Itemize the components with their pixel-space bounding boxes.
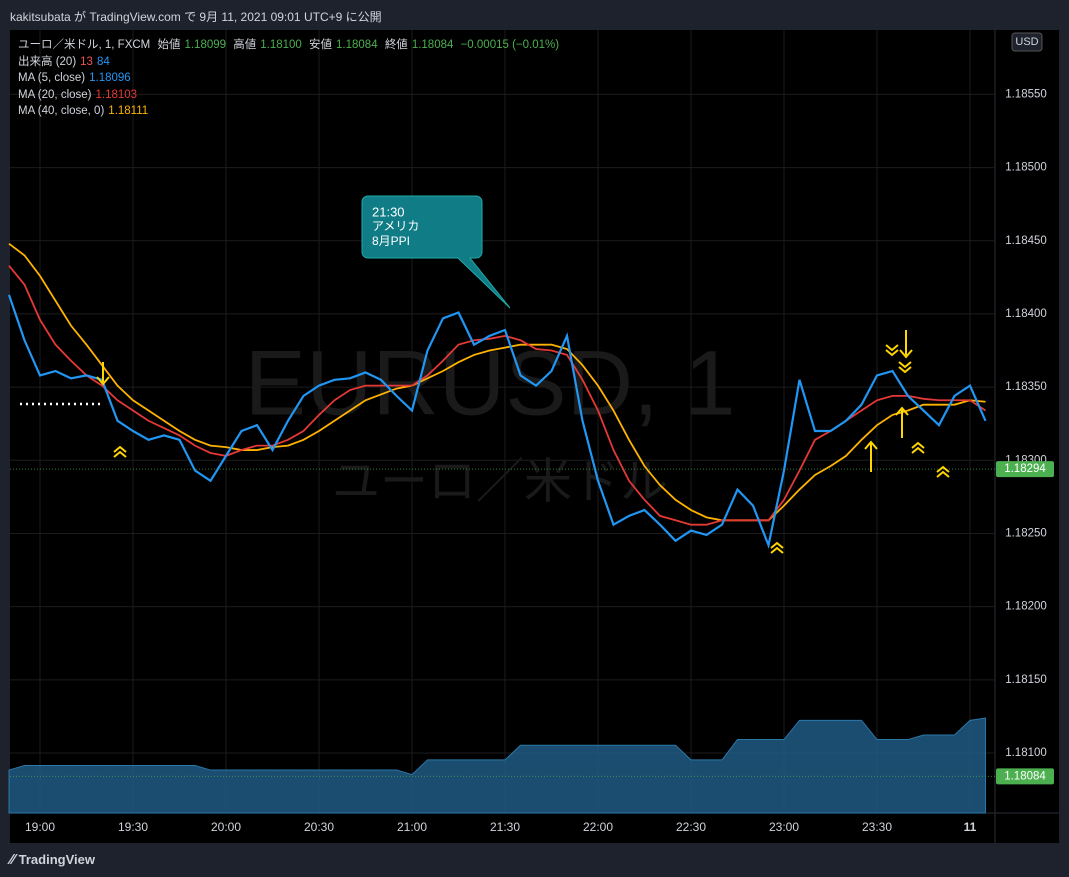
x-tick-label: 21:30 <box>490 820 520 834</box>
legend-row: MA (20, close) 1.18103 <box>18 87 563 104</box>
callout-text: 21:30 <box>372 204 405 219</box>
change: −0.00015 (−0.01%) <box>460 39 560 51</box>
signals <box>96 330 950 554</box>
price-tag-label: 1.18084 <box>1004 770 1046 782</box>
callout-text: 8月PPI <box>372 234 410 248</box>
indicator-value: 1.18096 <box>89 72 131 84</box>
indicator-name: 出来高 (20) <box>18 55 77 68</box>
ma-line <box>8 265 986 526</box>
y-tick-label: 1.18350 <box>1005 381 1047 393</box>
x-tick-label: 21:00 <box>397 820 427 834</box>
signal <box>96 362 110 386</box>
header: kakitsubata が TradingView.com で 9月 11, 2… <box>10 10 382 24</box>
symbol: ユーロ／米ドル, 1, FXCM <box>18 39 151 51</box>
y-tick-label: 1.18100 <box>1005 747 1047 759</box>
watermark: ユーロ／米ドル <box>332 456 668 509</box>
signal <box>770 541 784 554</box>
ohlc-label: 始値 <box>157 39 181 51</box>
ma-line <box>8 242 986 522</box>
indicator-value: 1.18103 <box>95 88 138 101</box>
y-tick-label: 1.18150 <box>1005 674 1047 686</box>
indicator-name: MA (5, close) <box>18 72 86 84</box>
price-tag-label: 1.18294 <box>1004 463 1046 475</box>
y-tick-label: 1.18500 <box>1005 162 1047 174</box>
signal <box>895 406 909 438</box>
y-tick-label: 1.18550 <box>1005 88 1047 100</box>
indicator-value: 84 <box>96 55 110 68</box>
volume-area <box>8 717 986 814</box>
ohlc-label: 安値 <box>309 39 333 51</box>
x-tick-label: 22:00 <box>583 820 613 834</box>
x-tick-label: 20:00 <box>211 820 241 834</box>
ma-line <box>7 294 987 550</box>
x-tick-label: 22:30 <box>676 820 706 834</box>
callout-text: アメリカ <box>372 219 419 233</box>
y-tick-label: 1.18250 <box>1005 527 1047 539</box>
indicator-name: MA (40, close, 0) <box>18 105 105 117</box>
indicator-name: MA (20, close) <box>18 88 92 101</box>
ohlc-label: 高値 <box>233 39 257 51</box>
y-tick-label: 1.18400 <box>1005 308 1047 320</box>
x-tick-label: 23:30 <box>862 820 892 834</box>
plot <box>7 242 995 814</box>
brand: TradingView <box>18 852 95 867</box>
ohlc-value: 1.18100 <box>260 39 302 51</box>
ohlc-label: 終値 <box>384 39 408 51</box>
watermark: EURUSD, 1 <box>245 332 736 434</box>
y-tick-label: 1.18450 <box>1005 235 1047 247</box>
signal <box>911 441 925 454</box>
signal <box>113 445 127 458</box>
signal <box>899 330 913 359</box>
x-tick-label: 23:00 <box>769 820 799 834</box>
price-tag <box>996 768 1054 785</box>
signal <box>864 440 878 472</box>
x-tick-label: 19:00 <box>25 820 55 834</box>
signal <box>898 361 912 374</box>
indicators: 出来高 (20) 13 84 MA (5, close) 1.18096 MA (20, … <box>18 54 563 120</box>
price-tag <box>996 461 1054 478</box>
legend-row: 出来高 (20) 13 84 <box>18 54 563 71</box>
legend-row: MA (5, close) 1.18096 <box>18 70 563 87</box>
x-tick-label: 19:30 <box>118 820 148 834</box>
signal <box>936 465 950 478</box>
indicator-value: 1.18111 <box>108 105 149 117</box>
legend-row: ユーロ／米ドル, 1, FXCM 始値 1.18099 高値 1.18100 安値 1… <box>18 37 563 54</box>
x-tick-label: 11 <box>964 820 977 834</box>
legend-row: MA (40, close, 0) 1.18111 <box>18 103 563 120</box>
currency-box <box>1011 32 1043 52</box>
callout-box <box>361 195 511 309</box>
grid <box>10 30 995 813</box>
currency: USD <box>1015 36 1038 48</box>
chart-bg <box>10 30 1059 843</box>
x-tick-label: 20:30 <box>304 820 334 834</box>
legend: ユーロ／米ドル, 1, FXCM 始値 1.18099 高値 1.18100 安値 1… <box>18 37 563 120</box>
footer: ⁄⁄ TradingView <box>10 851 95 868</box>
ohlc-value: 1.18099 <box>184 39 227 51</box>
ohlc-value: 1.18084 <box>336 39 378 51</box>
indicator-value: 13 <box>80 55 93 68</box>
y-tick-label: 1.18200 <box>1005 601 1047 613</box>
ohlc-value: 1.18084 <box>411 39 454 51</box>
signal <box>885 344 899 357</box>
